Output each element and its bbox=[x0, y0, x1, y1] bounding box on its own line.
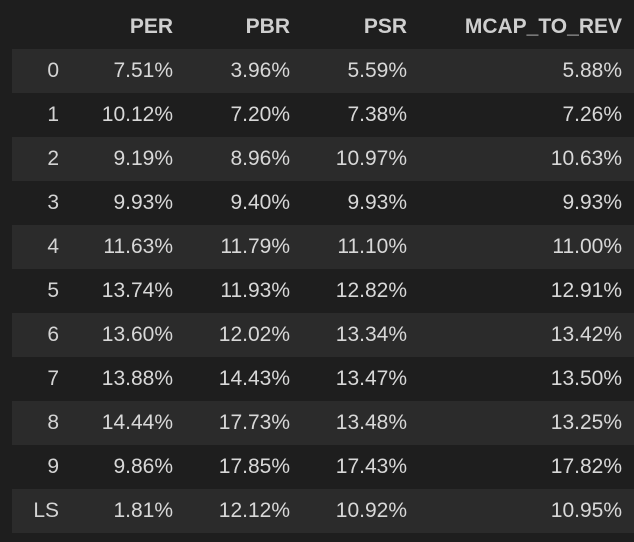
table-row: 8 14.44% 17.73% 13.48% 13.25% bbox=[12, 401, 634, 445]
cell-pbr: 17.85% bbox=[218, 455, 290, 478]
header-psr: PSR bbox=[302, 5, 419, 49]
cell-pbr: 3.96% bbox=[230, 59, 290, 82]
cell-per: 11.63% bbox=[103, 235, 173, 258]
row-index: 3 bbox=[47, 191, 59, 214]
cell-pbr: 12.02% bbox=[218, 323, 290, 346]
cell-per: 13.74% bbox=[101, 279, 173, 302]
cell-psr: 13.48% bbox=[335, 411, 407, 434]
cell-psr: 9.93% bbox=[347, 191, 407, 214]
table-header: PER PBR PSR MCAP_TO_REV bbox=[12, 5, 634, 49]
row-index: 1 bbox=[47, 103, 59, 126]
cell-pbr: 9.40% bbox=[230, 191, 290, 214]
cell-per: 9.19% bbox=[113, 147, 173, 170]
cell-mcap-to-rev: 9.93% bbox=[562, 191, 622, 214]
table-row: 9 9.86% 17.85% 17.43% 17.82% bbox=[12, 445, 634, 489]
cell-mcap-to-rev: 10.95% bbox=[550, 499, 622, 522]
cell-mcap-to-rev: 13.42% bbox=[550, 323, 622, 346]
cell-psr: 10.92% bbox=[335, 499, 407, 522]
cell-psr: 10.97% bbox=[335, 147, 407, 170]
cell-pbr: 11.79% bbox=[220, 235, 290, 258]
cell-psr: 12.82% bbox=[335, 279, 407, 302]
table-row: 7 13.88% 14.43% 13.47% 13.50% bbox=[12, 357, 634, 401]
table-row: LS 1.81% 12.12% 10.92% 10.95% bbox=[12, 489, 634, 533]
cell-mcap-to-rev: 13.50% bbox=[550, 367, 622, 390]
cell-per: 1.81% bbox=[113, 499, 173, 522]
row-index: 4 bbox=[47, 235, 59, 258]
cell-per: 10.12% bbox=[101, 103, 173, 126]
table-row: 0 7.51% 3.96% 5.59% 5.88% bbox=[12, 49, 634, 93]
cell-psr: 5.59% bbox=[347, 59, 407, 82]
row-index: 0 bbox=[47, 59, 59, 82]
cell-pbr: 14.43% bbox=[218, 367, 290, 390]
header-row: PER PBR PSR MCAP_TO_REV bbox=[12, 5, 634, 49]
table-row: 3 9.93% 9.40% 9.93% 9.93% bbox=[12, 181, 634, 225]
row-index: LS bbox=[33, 499, 59, 522]
table-row: 4 11.63% 11.79% 11.10% 11.00% bbox=[12, 225, 634, 269]
cell-pbr: 12.12% bbox=[218, 499, 290, 522]
cell-mcap-to-rev: 11.00% bbox=[552, 235, 622, 258]
row-index: 8 bbox=[47, 411, 59, 434]
cell-per: 13.88% bbox=[101, 367, 173, 390]
table-row: 1 10.12% 7.20% 7.38% 7.26% bbox=[12, 93, 634, 137]
cell-psr: 7.38% bbox=[347, 103, 407, 126]
table-row: 5 13.74% 11.93% 12.82% 12.91% bbox=[12, 269, 634, 313]
cell-pbr: 7.20% bbox=[230, 103, 290, 126]
table-body: 0 7.51% 3.96% 5.59% 5.88% 1 10.12% 7.20% 7.38% 7.… bbox=[12, 49, 634, 533]
cell-mcap-to-rev: 7.26% bbox=[562, 103, 622, 126]
cell-psr: 13.34% bbox=[335, 323, 407, 346]
cell-pbr: 11.93% bbox=[220, 279, 290, 302]
cell-per: 9.93% bbox=[113, 191, 173, 214]
table-row: 6 13.60% 12.02% 13.34% 13.42% bbox=[12, 313, 634, 357]
header-pbr: PBR bbox=[185, 5, 302, 49]
row-index: 6 bbox=[47, 323, 59, 346]
row-index: 9 bbox=[47, 455, 59, 478]
header-per: PER bbox=[67, 5, 185, 49]
cell-per: 14.44% bbox=[101, 411, 173, 434]
dataframe-table: PER PBR PSR MCAP_TO_REV 0 7.51% 3.96% 5.59%… bbox=[12, 5, 634, 533]
cell-mcap-to-rev: 17.82% bbox=[550, 455, 622, 478]
cell-per: 9.86% bbox=[113, 455, 173, 478]
cell-per: 13.60% bbox=[101, 323, 173, 346]
row-index: 7 bbox=[47, 367, 59, 390]
table-row: 2 9.19% 8.96% 10.97% 10.63% bbox=[12, 137, 634, 181]
header-index bbox=[12, 5, 67, 49]
cell-mcap-to-rev: 13.25% bbox=[550, 411, 622, 434]
cell-per: 7.51% bbox=[113, 59, 173, 82]
row-index: 5 bbox=[47, 279, 59, 302]
cell-psr: 11.10% bbox=[337, 235, 407, 258]
cell-psr: 17.43% bbox=[335, 455, 407, 478]
cell-mcap-to-rev: 5.88% bbox=[562, 59, 622, 82]
header-mcap-to-rev: MCAP_TO_REV bbox=[419, 5, 634, 49]
cell-pbr: 8.96% bbox=[230, 147, 290, 170]
row-index: 2 bbox=[47, 147, 59, 170]
cell-pbr: 17.73% bbox=[218, 411, 290, 434]
cell-mcap-to-rev: 10.63% bbox=[550, 147, 622, 170]
cell-psr: 13.47% bbox=[335, 367, 407, 390]
cell-mcap-to-rev: 12.91% bbox=[550, 279, 622, 302]
